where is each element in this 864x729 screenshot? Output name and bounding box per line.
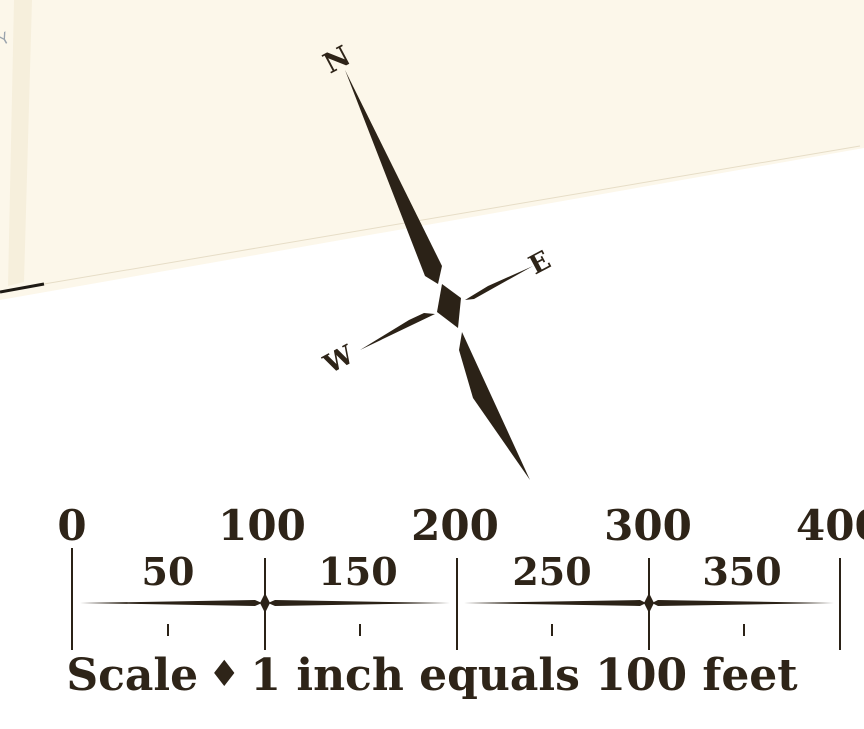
- scale-label-0: 0: [57, 501, 86, 550]
- scale-label-350: 350: [702, 549, 781, 594]
- paper-edge-line: [0, 282, 45, 294]
- scale-label-250: 250: [512, 549, 591, 594]
- scale-segment-100-200: [268, 600, 450, 606]
- compass-west-needle: [360, 313, 435, 350]
- scale-caption-text: 1 inch equals 100 feet: [250, 650, 798, 701]
- paper-sheet: [0, 0, 864, 300]
- scale-label-400: 400: [796, 501, 864, 550]
- scale-label-50: 50: [142, 549, 195, 594]
- compass-label-west: W: [318, 340, 359, 381]
- scale-segment-0-100: [80, 600, 262, 606]
- scale-diamond-300: [644, 593, 654, 613]
- scale-label-200: 200: [411, 501, 499, 550]
- compass-label-east: E: [524, 245, 556, 281]
- scale-label-100: 100: [218, 501, 306, 550]
- scale-caption-prefix: Scale: [66, 650, 199, 701]
- scale-label-300: 300: [604, 501, 692, 550]
- paper-edge-shadow: [43, 145, 861, 285]
- scale-label-150: 150: [318, 549, 397, 594]
- scale-caption: Scale ♦ 1 inch equals 100 feet: [0, 650, 864, 701]
- diamond-icon: ♦: [208, 653, 241, 695]
- scale-segment-300-400: [652, 600, 834, 606]
- scale-segment-200-300: [464, 600, 646, 606]
- scale-diamond-100: [260, 593, 270, 613]
- scale-bar-segments: [80, 593, 834, 613]
- compass-south-needle: [459, 332, 530, 480]
- compass-center-diamond: [437, 284, 461, 328]
- compass-north-needle: [345, 70, 442, 284]
- compass-east-needle: [465, 266, 533, 300]
- paper-sheet-inner: [8, 0, 32, 286]
